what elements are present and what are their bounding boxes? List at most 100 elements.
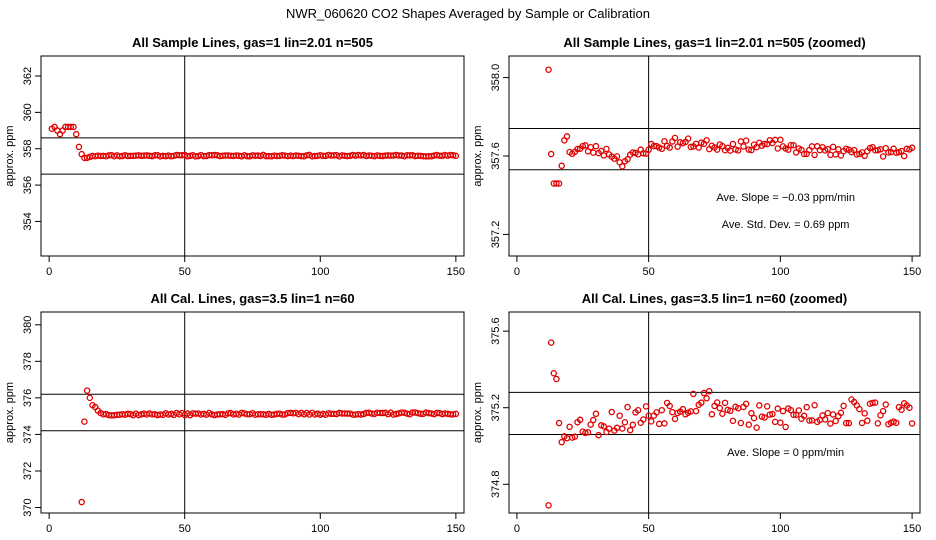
data-point: [558, 438, 565, 446]
data-point: [727, 407, 734, 415]
data-point: [640, 416, 647, 423]
x-tick-label: 150: [447, 523, 465, 535]
y-axis-label: approx. ppm: [4, 382, 16, 443]
data-point: [835, 146, 842, 153]
y-tick-label: 374.8: [490, 471, 502, 499]
data-point: [624, 403, 631, 411]
data-point: [616, 412, 623, 419]
data-point: [853, 151, 861, 158]
data-point: [908, 144, 916, 151]
data-point: [684, 135, 692, 142]
data-point: [679, 405, 687, 413]
data-point: [547, 150, 555, 158]
data-point: [779, 407, 787, 415]
x-tick-label: 150: [903, 266, 921, 278]
data-point: [745, 146, 753, 153]
y-tick-label: 372: [22, 462, 34, 480]
data-point: [571, 433, 579, 440]
data-point: [777, 419, 784, 426]
data-point: [753, 424, 760, 431]
data-point: [708, 411, 716, 418]
data-point: [563, 133, 571, 140]
data-point: [869, 399, 876, 407]
data-point: [587, 421, 594, 428]
data-point: [600, 423, 608, 430]
data-point: [832, 417, 839, 425]
data-point: [547, 339, 555, 346]
data-point: [658, 145, 666, 153]
x-tick-label: 150: [903, 523, 921, 535]
x-tick-label: 150: [447, 266, 465, 278]
data-point: [555, 180, 563, 187]
data-point: [587, 144, 594, 151]
data-point: [78, 498, 85, 506]
data-point: [661, 420, 668, 427]
data-point: [613, 153, 621, 160]
data-point: [648, 418, 655, 425]
data-point: [766, 411, 774, 418]
data-point: [590, 149, 597, 156]
data-point: [658, 406, 666, 414]
y-tick-label: 374: [22, 425, 34, 443]
annotation-text: Ave. Slope = −0.03 ppm/min: [716, 192, 855, 204]
data-point: [856, 405, 863, 413]
data-point: [584, 429, 592, 436]
data-point: [608, 408, 616, 416]
data-point: [621, 419, 629, 426]
data-point: [642, 403, 650, 410]
data-point: [705, 387, 713, 395]
y-tick-label: 375.2: [490, 394, 502, 422]
chart-title: All Cal. Lines, gas=3.5 lin=1 n=60: [150, 291, 354, 306]
data-point: [761, 140, 768, 148]
data-point: [832, 151, 839, 158]
data-point: [790, 411, 797, 418]
data-point: [692, 407, 700, 415]
data-point: [806, 417, 813, 424]
data-point: [795, 407, 803, 414]
y-tick-label: 354: [22, 212, 34, 230]
data-point: [898, 406, 905, 414]
data-point: [669, 408, 676, 416]
data-point: [452, 410, 460, 418]
annotation-text: Ave. Slope = 0 ppm/min: [727, 447, 844, 459]
annotation-text: Ave. Std. Dev. = 0.69 ppm: [722, 219, 850, 231]
y-tick-label: 358.0: [490, 64, 502, 92]
data-point: [885, 149, 892, 156]
data-point: [449, 152, 457, 159]
data-point: [787, 141, 795, 149]
data-point: [626, 426, 634, 434]
data-point: [574, 145, 581, 153]
x-tick-label: 100: [771, 523, 789, 535]
data-point: [800, 412, 808, 420]
data-point: [898, 147, 905, 155]
data-point: [829, 411, 837, 418]
data-point: [671, 415, 679, 423]
data-point: [745, 421, 753, 428]
data-point: [737, 138, 745, 145]
chart-panel-2: All Sample Lines, gas=1 lin=2.01 n=505 (…: [472, 35, 921, 278]
y-tick-label: 356: [22, 176, 34, 194]
data-point: [81, 418, 88, 425]
chart-panel-1: All Sample Lines, gas=1 lin=2.01 n=505 0 5…: [4, 35, 465, 278]
data-point: [782, 423, 789, 431]
data-point: [553, 375, 560, 383]
data-point: [640, 150, 647, 157]
data-point: [821, 416, 829, 423]
data-point: [75, 143, 83, 151]
data-point: [703, 137, 710, 144]
data-point: [748, 409, 755, 417]
y-tick-label: 370: [22, 498, 34, 516]
data-point: [653, 409, 660, 416]
data-point: [555, 419, 563, 427]
data-point: [750, 414, 758, 422]
data-point: [629, 421, 637, 429]
x-tick-label: 100: [771, 266, 789, 278]
x-tick-label: 0: [46, 523, 52, 535]
data-point: [811, 401, 818, 409]
data-point: [785, 146, 792, 153]
data-point: [827, 151, 834, 159]
x-tick-label: 0: [514, 266, 520, 278]
data-point: [790, 142, 797, 149]
data-point: [582, 429, 589, 437]
